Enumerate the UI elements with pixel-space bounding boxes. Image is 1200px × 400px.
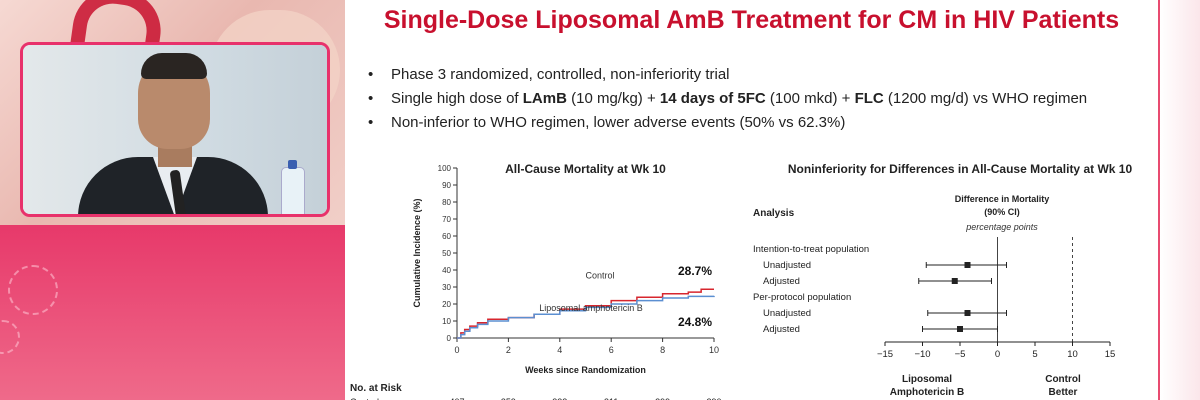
bullet-text: (100 mkd) + [765, 90, 855, 107]
slide-title: Single-Dose Liposomal AmB Treatment for … [383, 6, 1120, 34]
risk-value: 299 [655, 397, 670, 400]
favor-right-label: Better [1049, 387, 1078, 398]
slide: Single-Dose Liposomal AmB Treatment for … [345, 0, 1200, 400]
risk-row-name: Control [350, 397, 379, 400]
control-end-label: 28.7% [678, 264, 712, 278]
risk-value: 311 [604, 397, 618, 400]
legend-control: Control [586, 271, 615, 281]
pink-panel [0, 225, 345, 400]
forest-x-tick-label: −10 [914, 349, 930, 360]
favor-left-label: Liposomal [902, 374, 952, 385]
x-tick-label: 2 [506, 345, 511, 355]
bullet-item: • Single high dose of LAmB (10 mg/kg) + 1… [363, 87, 1087, 111]
analysis-row-label: Adjusted [763, 276, 800, 287]
effect-subheader: (90% CI) [984, 207, 1020, 217]
risk-value: 332 [552, 397, 567, 400]
forest-chart-title: Noninferiority for Differences in All-Ca… [788, 162, 1133, 176]
water-bottle-icon [281, 160, 305, 214]
bullet-text: Single high dose of [391, 90, 523, 107]
bullet-dot-icon: • [368, 66, 374, 83]
analysis-row-label: Unadjusted [763, 260, 811, 271]
bullet-item: • Non-inferior to WHO regimen, lower adve… [363, 111, 1087, 135]
legend-lamb: Liposomal amphotericin B [539, 303, 643, 313]
risk-value: 407 [449, 397, 464, 400]
y-tick-label: 50 [442, 249, 451, 258]
virus-icon [0, 320, 20, 354]
bullet-text: Phase 3 randomized, controlled, non-infe… [391, 66, 730, 83]
series-line-lamb [457, 295, 715, 339]
effect-units: percentage points [965, 222, 1038, 232]
point-estimate [951, 278, 958, 284]
speaker-video [20, 42, 330, 217]
analysis-row-label: Adjusted [763, 324, 800, 335]
forest-x-tick-label: 5 [1032, 349, 1037, 360]
risk-value: 290 [706, 397, 721, 400]
bullet-dot-icon: • [368, 114, 374, 131]
y-tick-label: 30 [442, 283, 451, 292]
bullet-text: (1200 mg/d) vs WHO regimen [883, 90, 1088, 107]
bullet-text: 14 days of 5FC [659, 90, 766, 107]
point-estimate [964, 310, 971, 316]
analysis-row-label: Unadjusted [763, 308, 811, 319]
y-tick-label: 70 [442, 215, 451, 224]
x-tick-label: 4 [557, 345, 562, 355]
x-tick-label: 0 [454, 345, 459, 355]
population-label: Per-protocol population [753, 292, 851, 303]
bullet-dot-icon: • [368, 90, 374, 107]
point-estimate [964, 262, 971, 268]
point-estimate [957, 326, 963, 332]
population-label: Intention-to-treat population [753, 244, 869, 255]
lamb-end-label: 24.8% [678, 315, 712, 329]
risk-value: 359 [501, 397, 516, 400]
y-tick-label: 80 [442, 198, 451, 207]
favor-left-label: Amphotericin B [890, 387, 964, 398]
bullet-item: • Phase 3 randomized, controlled, non-inf… [363, 63, 1087, 87]
km-chart: All-Cause Mortality at Wk 10010203040506… [350, 162, 722, 400]
analysis-header: Analysis [753, 208, 795, 219]
forest-x-tick-label: 0 [995, 349, 1000, 360]
x-tick-label: 6 [609, 345, 614, 355]
y-tick-label: 40 [442, 266, 451, 275]
forest-x-tick-label: 10 [1067, 349, 1078, 360]
bullet-text: LAmB [522, 90, 567, 107]
y-tick-label: 90 [442, 181, 451, 190]
y-tick-label: 60 [442, 232, 451, 241]
y-tick-label: 0 [447, 334, 452, 343]
x-tick-label: 8 [660, 345, 665, 355]
x-axis-label: Weeks since Randomization [525, 365, 646, 375]
y-tick-label: 100 [438, 164, 452, 173]
forest-x-tick-label: 15 [1105, 349, 1116, 360]
virus-icon [8, 265, 58, 315]
forest-x-tick-label: −15 [877, 349, 893, 360]
favor-right-label: Control [1045, 374, 1081, 385]
bullet-text: (10 mg/kg) + [566, 90, 660, 107]
forest-chart: Noninferiority for Differences in All-Ca… [753, 162, 1133, 398]
bullet-list: • Phase 3 randomized, controlled, non-inf… [363, 63, 1087, 135]
bullet-text: Non-inferior to WHO regimen, lower adver… [391, 114, 846, 131]
forest-x-tick-label: −5 [955, 349, 966, 360]
x-tick-label: 10 [709, 345, 719, 355]
bullet-text: FLC [854, 90, 884, 107]
y-axis-label: Cumulative Incidence (%) [412, 198, 422, 307]
slide-border [1158, 0, 1160, 400]
effect-header: Difference in Mortality [955, 194, 1050, 204]
y-tick-label: 20 [442, 300, 451, 309]
y-tick-label: 10 [442, 317, 451, 326]
number-at-risk-label: No. at Risk [350, 383, 402, 394]
km-chart-title: All-Cause Mortality at Wk 10 [505, 162, 666, 176]
